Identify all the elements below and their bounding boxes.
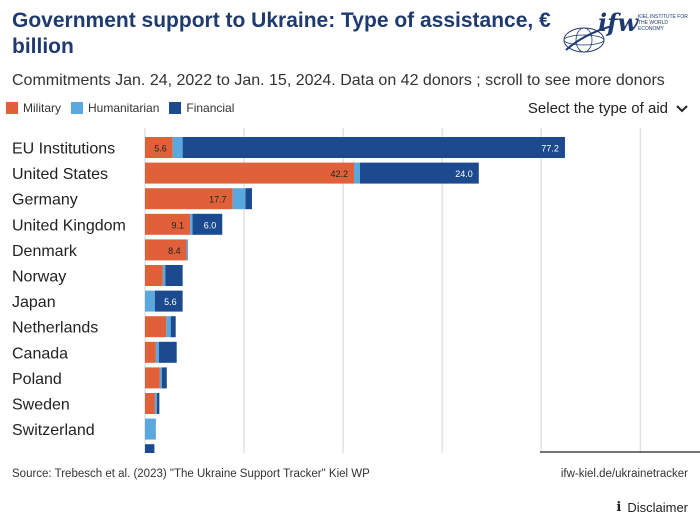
category-label-norway: Norway — [12, 269, 66, 286]
bar-financial-japan[interactable] — [154, 290, 183, 312]
bar-financial-sweden[interactable] — [156, 393, 160, 414]
bar-humanitarian-netherlands[interactable] — [166, 316, 171, 338]
category-label-poland: Poland — [12, 371, 62, 388]
chevron-down-icon — [676, 102, 688, 116]
bar-humanitarian-sweden[interactable] — [154, 393, 157, 414]
category-label-germany: Germany — [12, 192, 78, 209]
legend-item-military[interactable]: Military — [6, 101, 61, 115]
bar-financial-netherlands[interactable] — [170, 316, 176, 338]
bar-financial-germany[interactable] — [245, 188, 252, 210]
aid-type-select-label: Select the type of aid — [527, 100, 668, 117]
category-label-japan: Japan — [12, 294, 56, 311]
bar-military-netherlands[interactable] — [145, 316, 167, 338]
bar-financial-row-12[interactable] — [145, 444, 155, 453]
legend-label-military: Military — [23, 101, 61, 115]
data-label-financial-united-kingdom: 6.0 — [204, 220, 217, 230]
category-label-sweden: Sweden — [12, 397, 70, 414]
legend-swatch-humanitarian — [71, 102, 83, 114]
bar-financial-united-kingdom[interactable] — [192, 213, 223, 235]
bar-military-poland[interactable] — [145, 367, 160, 389]
bar-humanitarian-eu-institutions[interactable] — [172, 137, 183, 158]
globe-icon — [563, 25, 613, 53]
bar-financial-canada[interactable] — [158, 341, 177, 363]
bar-military-germany[interactable] — [145, 188, 233, 210]
bar-financial-poland[interactable] — [161, 367, 167, 389]
bar-military-united-kingdom[interactable] — [145, 213, 191, 235]
bar-military-eu-institutions[interactable] — [145, 137, 173, 158]
data-label-military-eu-institutions: 5.6 — [154, 144, 167, 154]
bar-financial-united-states[interactable] — [359, 162, 479, 184]
info-icon: i — [616, 500, 622, 515]
bar-financial-eu-institutions[interactable] — [182, 137, 565, 158]
data-label-military-united-kingdom: 9.1 — [172, 220, 185, 230]
ifw-logo: ifw KIEL INSTITUTE FOR THE WORLD ECONOMY — [560, 6, 695, 58]
legend-label-humanitarian: Humanitarian — [88, 101, 160, 115]
disclaimer-label: Disclaimer — [627, 500, 688, 515]
data-label-financial-eu-institutions: 77.2 — [541, 144, 559, 154]
data-label-financial-japan: 5.6 — [164, 297, 177, 307]
bar-humanitarian-united-states[interactable] — [353, 162, 360, 184]
category-label-eu-institutions: EU Institutions — [12, 141, 115, 158]
category-label-united-states: United States — [12, 166, 108, 183]
bar-humanitarian-poland[interactable] — [159, 367, 162, 389]
logo-subtext: KIEL INSTITUTE FOR THE WORLD ECONOMY — [638, 14, 688, 32]
chart-legend: Military Humanitarian Financial — [6, 101, 234, 115]
bar-humanitarian-switzerland[interactable] — [145, 418, 156, 440]
bar-financial-norway[interactable] — [165, 265, 183, 286]
bar-military-canada[interactable] — [145, 341, 156, 363]
source-link[interactable]: ifw-kiel.de/ukrainetracker — [560, 468, 688, 480]
source-note: Source: Trebesch et al. (2023) "The Ukra… — [12, 468, 370, 480]
bar-military-united-states[interactable] — [145, 162, 354, 184]
category-label-united-kingdom: United Kingdom — [12, 217, 126, 234]
stacked-bar-chart: EU Institutions 5.6 77.2 United States 42.2 2… — [12, 128, 700, 453]
legend-item-financial[interactable]: Financial — [169, 101, 234, 115]
data-label-military-germany: 17.7 — [209, 195, 227, 205]
data-label-military-denmark: 8.4 — [168, 246, 181, 256]
bar-humanitarian-germany[interactable] — [232, 188, 246, 210]
bar-military-sweden[interactable] — [145, 393, 155, 414]
page-subtitle: Commitments Jan. 24, 2022 to Jan. 15, 20… — [12, 72, 665, 89]
category-label-switzerland: Switzerland — [12, 422, 95, 439]
page-title: Government support to Ukraine: Type of a… — [12, 9, 551, 58]
data-label-financial-united-states: 24.0 — [455, 169, 473, 179]
bar-military-norway[interactable] — [145, 265, 163, 286]
category-label-denmark: Denmark — [12, 243, 78, 260]
bar-humanitarian-united-kingdom[interactable] — [190, 213, 193, 235]
legend-swatch-military — [6, 102, 18, 114]
aid-type-select[interactable]: Select the type of aid — [528, 100, 688, 117]
bar-humanitarian-japan[interactable] — [145, 290, 155, 312]
bar-military-denmark[interactable] — [145, 239, 187, 261]
disclaimer-button[interactable]: i Disclaimer — [616, 500, 688, 515]
bar-humanitarian-canada[interactable] — [155, 341, 159, 363]
category-label-canada: Canada — [12, 345, 68, 362]
logo-text: ifw — [598, 8, 639, 37]
legend-item-humanitarian[interactable]: Humanitarian — [71, 101, 159, 115]
bar-humanitarian-norway[interactable] — [162, 265, 166, 286]
category-label-netherlands: Netherlands — [12, 320, 98, 337]
legend-label-financial: Financial — [186, 101, 235, 115]
bar-humanitarian-denmark[interactable] — [186, 239, 189, 261]
legend-swatch-financial — [169, 102, 182, 114]
data-label-military-united-states: 42.2 — [330, 169, 348, 179]
